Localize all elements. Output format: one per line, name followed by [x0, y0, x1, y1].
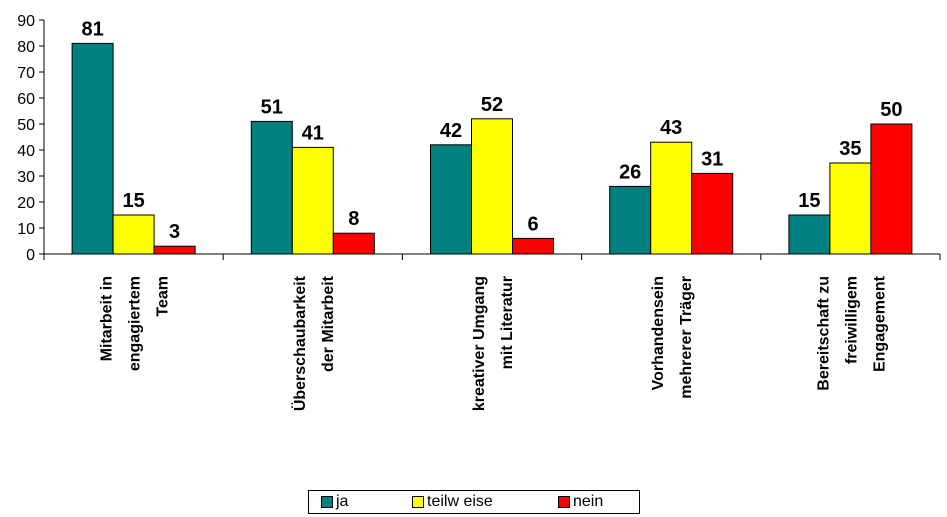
x-category-label-line: kreativer Umgang	[471, 276, 488, 411]
bar-chart: 0 10 20 30 40 50 60 70 80 90 81 15 3 Mitarbeit in enga…	[17, 13, 941, 411]
y-tick-label: 40	[17, 143, 35, 160]
y-tick-label: 90	[17, 13, 35, 30]
legend-swatch-teilweise	[412, 496, 424, 508]
x-category-label-line: Überschaubarkeit	[290, 275, 309, 411]
bar-ja-4	[788, 214, 831, 255]
bar-ja-3	[609, 185, 652, 255]
bar-nein-3	[691, 172, 734, 255]
legend: ja teilw eise nein	[308, 490, 640, 514]
y-tick-label: 70	[17, 65, 35, 82]
legend-item-teilweise: teilw eise	[412, 494, 493, 510]
x-category-label-line: Team	[155, 276, 172, 317]
x-category-label: Bereitschaft zu freiwilligem Engagement	[815, 275, 888, 390]
data-label: 15	[798, 190, 820, 212]
data-label: 3	[169, 221, 180, 243]
legend-item-nein: nein	[558, 494, 603, 510]
y-tick-label: 60	[17, 91, 35, 108]
bar-teilweise-3	[650, 141, 693, 255]
data-label: 51	[261, 96, 283, 118]
y-tick-label: 30	[17, 169, 35, 186]
x-category-label: kreativer Umgang mit Literatur	[471, 276, 516, 411]
x-category-label-line: freiwilligem	[843, 276, 860, 364]
y-tick-label: 0	[26, 247, 35, 264]
y-tick-label: 20	[17, 195, 35, 212]
y-tick-label: 50	[17, 117, 35, 134]
legend-swatch-nein	[558, 496, 570, 508]
legend-item-ja: ja	[321, 494, 348, 510]
x-category-label-line: Engagement	[871, 275, 888, 372]
data-label: 26	[619, 161, 641, 183]
x-category-label-line: der Mitarbeit	[320, 275, 337, 372]
bar-ja-1	[250, 120, 293, 255]
bar-nein-4	[870, 123, 913, 255]
x-category-label: Mitarbeit in engagiertem Team	[99, 276, 172, 371]
x-category-label-line: Mitarbeit in	[99, 276, 116, 361]
bar-teilweise-1	[291, 146, 334, 255]
data-label: 42	[440, 120, 462, 142]
legend-label-teilweise: teilw eise	[427, 493, 493, 510]
bar-nein-1	[332, 232, 375, 255]
data-label: 52	[481, 94, 503, 116]
data-label: 31	[701, 148, 723, 170]
bar-ja-2	[430, 144, 472, 255]
data-label: 43	[660, 117, 682, 139]
bar-teilweise-2	[471, 118, 513, 255]
data-label: 6	[527, 213, 538, 235]
x-category-label-line: mehrerer Träger	[678, 276, 695, 399]
bar-nein-2	[512, 237, 554, 255]
data-label: 35	[839, 138, 861, 160]
x-category-label-line: Vorhandensein	[650, 276, 667, 390]
bar-teilweise-0	[112, 214, 155, 255]
x-category-label: Überschaubarkeit der Mitarbeit	[290, 275, 337, 411]
data-label: 8	[348, 208, 359, 230]
legend-swatch-ja	[321, 496, 333, 508]
data-label: 41	[302, 122, 324, 144]
legend-label-ja: ja	[336, 493, 349, 510]
data-label: 15	[122, 190, 144, 212]
y-tick-label: 10	[17, 221, 35, 238]
x-category-label-line: engagiertem	[127, 276, 144, 371]
x-category-label: Vorhandensein mehrerer Träger	[650, 276, 695, 399]
legend-label-nein: nein	[573, 493, 604, 510]
bar-ja-0	[71, 42, 114, 255]
bar-teilweise-4	[829, 162, 872, 255]
y-tick-label: 80	[17, 39, 35, 56]
x-category-label-line: Bereitschaft zu	[815, 276, 832, 391]
x-category-label-line: mit Literatur	[499, 276, 516, 369]
bar-nein-0	[153, 245, 196, 255]
data-label: 81	[81, 18, 103, 40]
data-label: 50	[880, 99, 902, 121]
